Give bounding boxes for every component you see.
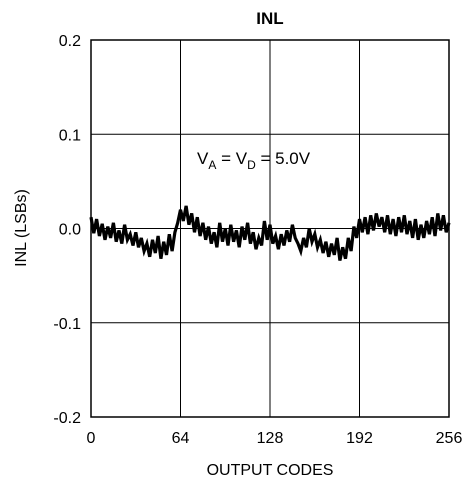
data-layer xyxy=(89,205,451,261)
y-tick-label: 0.1 xyxy=(59,127,81,144)
y-tick-label: -0.2 xyxy=(53,410,81,427)
plot-frame xyxy=(90,39,450,418)
x-tick-label: 256 xyxy=(436,430,463,447)
x-tick-labels: 0 64 128 192 256 xyxy=(87,430,463,447)
y-tick-label: 0.2 xyxy=(59,33,81,50)
y-axis-label: INL (LSBs) xyxy=(13,189,30,267)
annotation-eq2: = 5.0V xyxy=(256,149,311,168)
voltage-annotation: VA = VD = 5.0V xyxy=(197,149,311,172)
annotation-sub-d: D xyxy=(247,158,256,172)
x-axis-label: OUTPUT CODES xyxy=(207,462,334,479)
x-tick-label: 192 xyxy=(346,430,373,447)
inl-series-line xyxy=(89,205,451,261)
chart-title: INL xyxy=(256,9,283,28)
x-tick-label: 0 xyxy=(87,430,96,447)
annotation-v1: V xyxy=(197,149,209,168)
annotation-sub-a: A xyxy=(208,158,216,172)
y-tick-labels: 0.2 0.1 0.0 -0.1 -0.2 xyxy=(53,33,81,427)
x-tick-label: 64 xyxy=(172,430,190,447)
y-tick-label: 0.0 xyxy=(59,222,81,239)
annotation-eq1: = V xyxy=(216,149,247,168)
y-tick-label: -0.1 xyxy=(53,316,81,333)
x-tick-label: 128 xyxy=(257,430,284,447)
